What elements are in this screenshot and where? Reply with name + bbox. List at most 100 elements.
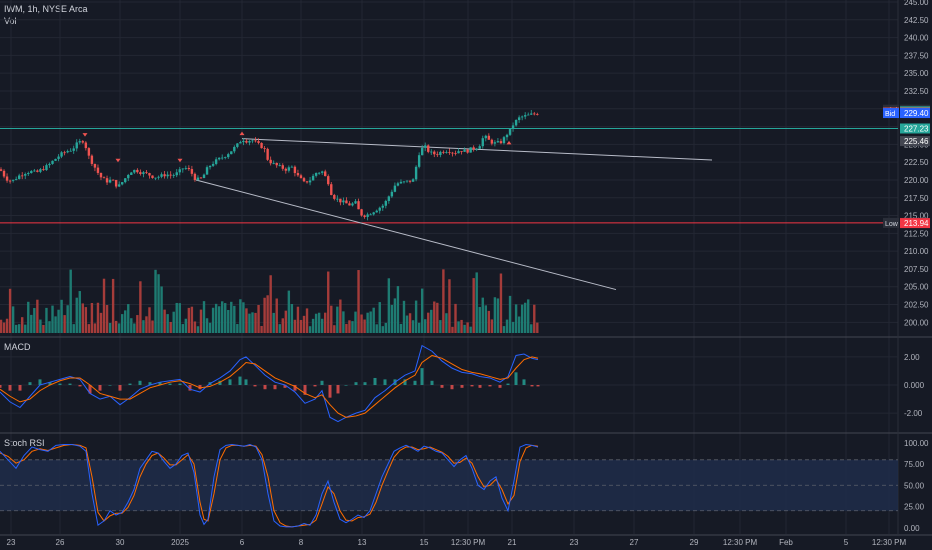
macd-histogram-bar [218, 380, 222, 385]
volume-bar [536, 322, 539, 333]
candle-body [202, 174, 206, 179]
time-axis-tick: 13 [358, 538, 367, 547]
volume-bar [369, 311, 372, 333]
candle-body [442, 151, 445, 153]
macd-histogram-bar [8, 385, 12, 391]
volume-bar [202, 301, 206, 333]
candle-body [90, 155, 94, 164]
volume-bar [251, 312, 254, 333]
candle-body [454, 153, 457, 154]
macd-histogram-bar [98, 385, 102, 391]
volume-bar [99, 312, 103, 333]
candle-body [199, 177, 203, 179]
volume-bar [345, 323, 348, 333]
volume-bar [111, 278, 115, 333]
candle-body [14, 178, 18, 180]
volume-bar [490, 319, 494, 333]
volume-bar [284, 310, 288, 333]
macd-histogram-bar [478, 385, 482, 388]
candle-body [227, 154, 230, 158]
candle-body [96, 167, 100, 173]
volume-bar [102, 278, 106, 333]
volume-bar [130, 318, 133, 333]
candle-body [42, 169, 45, 171]
volume-bar [348, 320, 351, 333]
candle-body [117, 184, 121, 187]
price-axis-tick: 240.00 [904, 34, 929, 43]
volume-bar [2, 322, 6, 333]
volume-bar [163, 309, 166, 333]
time-axis-tick: 5 [844, 538, 849, 547]
candle-body [75, 142, 78, 149]
volume-bar [30, 314, 33, 333]
candle-body [387, 196, 391, 201]
low-label-tag: Low [885, 221, 899, 228]
volume-bar [420, 288, 424, 333]
volume-bar [278, 324, 281, 333]
candle-body [217, 157, 221, 160]
volume-bar [266, 295, 269, 333]
candle-body [233, 146, 236, 152]
candle-body [445, 152, 448, 153]
volume-bar [184, 318, 188, 333]
volume-bar [384, 322, 388, 333]
volume-bar [324, 312, 327, 333]
candle-body [478, 146, 481, 149]
volume-bar [133, 323, 136, 333]
macd-histogram-bar [536, 385, 540, 387]
volume-bar [136, 315, 139, 333]
candle-body [81, 141, 85, 143]
volume-bar [51, 305, 54, 333]
candle-body [433, 151, 436, 155]
candle-body [172, 175, 175, 177]
price-axis-tick: 215.00 [904, 212, 929, 221]
candle-body [496, 141, 500, 143]
symbol-title: IWM, 1h, NYSE Arca [4, 4, 88, 14]
macd-histogram-bar [148, 382, 152, 385]
volume-bar [372, 307, 375, 333]
volume-bar [357, 270, 360, 333]
volume-bar [114, 320, 118, 333]
volume-bar [484, 305, 487, 333]
candle-body [375, 210, 378, 213]
volume-bar [520, 304, 524, 333]
swing-marker [177, 158, 183, 163]
volume-bar [81, 303, 85, 333]
candle-body [205, 167, 209, 175]
volume-bar [481, 297, 484, 333]
macd-histogram-bar [522, 379, 526, 385]
volume-bar [508, 295, 512, 333]
macd-histogram-bar [38, 379, 42, 385]
candle-body [254, 140, 257, 142]
candle-body [30, 171, 33, 174]
volume-bar [84, 307, 88, 333]
macd-histogram-bar [383, 379, 387, 385]
price-axis-tick: 232.50 [904, 87, 929, 96]
volume-bar [93, 323, 97, 333]
stoch-axis-tick: 75.00 [904, 460, 925, 469]
volume-bar [211, 307, 215, 333]
price-axis-tick: 237.50 [904, 51, 929, 60]
time-axis-tick: 23 [7, 538, 16, 547]
candle-body [184, 168, 188, 169]
volume-bar [290, 303, 294, 333]
candle-body [124, 178, 127, 183]
candle-body [245, 140, 248, 143]
macd-histogram-bar [403, 379, 407, 385]
candle-body [154, 177, 157, 179]
volume-bar [166, 314, 169, 333]
candle-body [424, 145, 427, 148]
volume-bar [360, 314, 363, 333]
volume-bar [375, 324, 378, 333]
volume-bar [69, 269, 72, 333]
candle-body [224, 157, 227, 158]
candle-body [505, 134, 509, 138]
volume-bar [408, 313, 412, 333]
candle-body [372, 212, 375, 215]
volume-bar [287, 290, 291, 333]
candle-body [51, 160, 54, 164]
volume-bar [433, 301, 436, 333]
candle-body [260, 142, 263, 149]
volume-bar [63, 315, 66, 333]
